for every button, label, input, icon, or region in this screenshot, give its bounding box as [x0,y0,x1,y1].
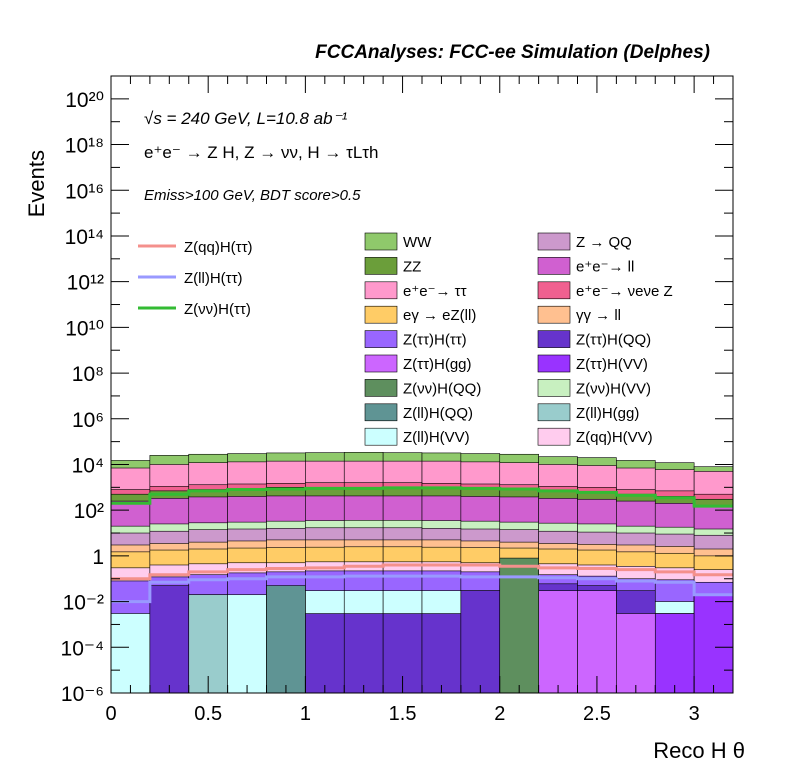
legend-box-label: γγ → ll [576,307,621,324]
legend-box-label: Z(ττ)H(ττ) [403,332,467,349]
x-tick-label: 0 [105,703,116,725]
legend-box-label: e⁺e⁻→ νeνe Z [576,283,673,300]
legend-box-label: Z(qq)H(VV) [576,429,653,446]
legend-box-swatch [364,257,398,275]
legend-box-label: Z(νν)H(QQ) [403,380,481,397]
legend-box-swatch [364,354,398,373]
annotation-energy: √s = 240 GeV, L=10.8 ab⁻¹ [144,109,348,128]
legend-line-label: Z(νν)H(ττ) [184,301,251,318]
legend-box-swatch [537,379,571,397]
legend-box-label: eγ → eZ(ll) [403,307,476,324]
bar-11-3 [227,594,267,694]
legend-box-swatch [537,330,571,348]
extra-bar-1-14 [654,613,695,694]
extra-bar-0-6 [343,613,384,694]
legend-line-label: Z(qq)H(ττ) [184,239,253,256]
legend-box-label: Z(ττ)H(QQ) [576,332,651,349]
extra-bar-0-1 [149,585,190,694]
legend-box-label: Z(ll)H(QQ) [403,405,473,422]
legend-box-swatch [537,232,571,251]
y-tick-label: 10¹⁸ [65,135,104,158]
y-tick-label: 10⁶ [72,409,104,432]
signal-lines [111,486,733,604]
bar-11-0 [110,613,151,694]
legend-box-swatch [364,330,398,348]
legend-box-label: Z(ττ)H(VV) [576,356,648,373]
legend-box-swatch [537,427,571,446]
y-tick-label: 10¹⁶ [65,180,104,203]
y-tick-label: 10² [74,500,104,523]
y-tick-label: 10⁴ [72,454,104,477]
legend-box-swatch [364,305,398,324]
signal-line-0 [111,563,733,581]
signal-line-2 [111,486,733,508]
x-tick-label: 2.5 [583,703,611,725]
legend-box-swatch [537,281,571,300]
legend-box-label: e⁺e⁻→ ll [576,258,634,275]
legend-box-label: WW [403,234,432,251]
y-tick-label: 10⁻⁶ [61,683,104,706]
legend-box-swatch [537,403,571,422]
y-tick-label: 10⁸ [72,363,104,386]
extra-bar-2-13 [616,613,656,694]
legend-box-label: Z(ll)H(gg) [576,405,639,422]
y-tick-label: 10¹² [67,272,104,295]
y-axis-label: Events [24,150,49,217]
annotation-cuts: Emiss>100 GeV, BDT score>0.5 [144,187,361,204]
x-tick-label: 0.5 [194,703,222,725]
y-tick-label: 10⁻⁴ [61,637,104,660]
legend-line-label: Z(ll)H(ττ) [184,270,243,287]
legend-box-swatch [537,305,571,324]
legend-box-swatch [364,379,398,397]
legend-box-label: Z(ll)H(VV) [403,429,470,446]
y-tick-label: 10²⁰ [65,89,104,112]
legend-box-label: Z(ττ)H(gg) [403,356,472,373]
extra-bar-3-4 [266,585,306,694]
legend-box-label: Z → QQ [576,234,632,251]
y-tick-label: 10¹⁴ [65,226,104,249]
x-axis-label: Reco H θ [653,738,745,763]
legend-box-label: Z(νν)H(VV) [576,380,651,397]
extra-bar-1-15 [693,594,734,694]
signal-line-1 [111,574,733,604]
legend-lines: Z(qq)H(ττ) Z(ll)H(ττ) Z(νν)H(ττ) [138,239,253,318]
legend-box-label: ZZ [403,258,421,275]
legend-box-swatch [537,354,571,373]
x-tick-label: 3 [689,703,700,725]
x-tick-label: 2 [494,703,505,725]
legend-box-swatch [364,427,398,446]
extra-bar-2-11 [538,590,578,694]
y-tick-label: 10¹⁰ [65,317,104,340]
legend-box-swatch [364,281,398,300]
y-tick-label: 10⁻² [63,592,104,615]
legend-box-label: e⁺e⁻→ ττ [403,283,467,300]
extra-bar-5-10 [499,557,539,694]
annotation-process: e⁺e⁻ → Z H, Z → νν, H → τLτh [144,143,378,162]
legend-box-swatch [364,232,398,251]
y-axis: 10⁻⁶ 10⁻⁴ 10⁻² 1 10² 10⁴ 10⁶ 10⁸ 10¹⁰ 10¹² 10¹⁴ 10¹… [61,75,733,706]
y-tick-label: 1 [92,546,104,569]
x-tick-label: 1 [300,703,311,725]
legend-box-swatch [364,403,398,422]
x-tick-label: 1.5 [389,703,417,725]
chart-title: FCCAnalyses: FCC-ee Simulation (Delphes) [315,42,710,63]
extra-bar-0-5 [305,613,345,694]
extra-bar-0-9 [460,590,501,694]
legend-boxes: WW Z → QQ ZZ e⁺e⁻→ ll e⁺e⁻→ ττ e⁺e⁻→ νeνe Z eγ… [364,232,673,446]
extra-bar-0-8 [421,613,462,694]
legend-box-swatch [537,257,571,275]
extra-bar-2-12 [577,590,617,694]
x-axis: 0 0.5 1 1.5 2 2.5 3 [105,76,734,725]
